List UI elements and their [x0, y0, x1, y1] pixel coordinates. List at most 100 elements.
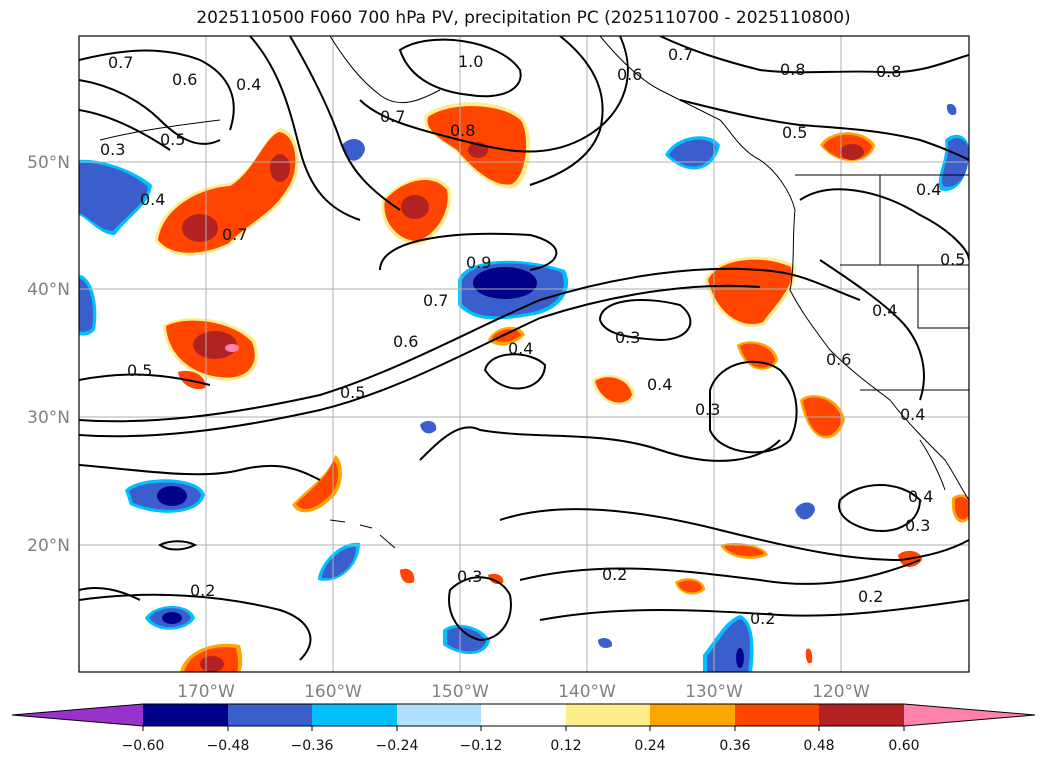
lon-label: 120°W	[812, 682, 870, 702]
contour-label: 0.6	[393, 332, 418, 351]
contour-label: 0.7	[108, 53, 133, 72]
lon-label: 150°W	[431, 682, 489, 702]
graticule	[79, 36, 969, 672]
contour-label: 0.9	[466, 253, 491, 272]
contour-label: 0.4	[872, 301, 897, 320]
precip-blob	[400, 568, 415, 584]
colorbar-tick-label: −0.48	[207, 738, 250, 754]
contour-label: 0.2	[858, 587, 883, 606]
colorbar-tick-label: −0.60	[122, 738, 165, 754]
contour-label: 0.8	[876, 62, 901, 81]
colorbar-ticks	[142, 726, 905, 731]
precip-blob	[488, 573, 504, 585]
lat-label: 40°N	[27, 280, 70, 300]
plot-frame	[78, 35, 970, 673]
colorbar-tick-label: −0.36	[291, 738, 334, 754]
lon-label: 160°W	[304, 682, 362, 702]
colorbar-segment	[143, 704, 228, 726]
precip-blob	[79, 159, 152, 235]
colorbar-segment	[735, 704, 819, 726]
contour-label: 0.4	[908, 487, 933, 506]
precip-blob	[795, 502, 815, 520]
contour-label: 1.0	[458, 52, 483, 71]
contour-label: 0.5	[940, 250, 965, 269]
colorbar-segment	[481, 704, 566, 726]
precip-blob	[292, 455, 342, 513]
precip-positive-areas	[155, 102, 969, 672]
contour-label: 0.3	[615, 328, 640, 347]
contour-label: 0.5	[782, 123, 807, 142]
colorbar-tick-label: 0.12	[550, 738, 581, 754]
contour-label: 0.7	[668, 45, 693, 64]
lon-label: 170°W	[177, 682, 235, 702]
contour-label: 0.3	[100, 140, 125, 159]
colorbar-extend-min	[12, 704, 143, 726]
contour-label: 0.8	[780, 60, 805, 79]
contour-label: 0.5	[127, 361, 152, 380]
lat-label: 20°N	[27, 536, 70, 556]
contour-labels: 0.7 0.6 0.4 0.5 0.3 0.4 0.7 0.5 1.0 0.7 …	[100, 45, 965, 628]
precip-blob	[443, 624, 490, 655]
precip-blob	[703, 615, 754, 672]
precip-blob	[318, 542, 360, 581]
contour-label: 0.8	[450, 121, 475, 140]
precip-blob	[665, 136, 720, 170]
contour-label: 0.5	[340, 383, 365, 402]
contour-label: 0.7	[423, 291, 448, 310]
contour-label: 0.2	[602, 565, 627, 584]
precip-blob	[458, 260, 569, 320]
colorbar-tick-label: −0.12	[460, 738, 503, 754]
contour-label: 0.7	[222, 225, 247, 244]
longitude-labels: 170°W 160°W 150°W 140°W 130°W 120°W	[177, 682, 870, 702]
contour-label: 0.3	[457, 567, 482, 586]
precip-blob	[720, 543, 768, 559]
precip-blob	[705, 256, 796, 327]
contour-label: 0.4	[236, 75, 261, 94]
precip-blob	[381, 177, 451, 245]
contour-label: 0.6	[826, 350, 851, 369]
lon-label: 140°W	[558, 682, 616, 702]
precip-blob	[675, 578, 705, 595]
precip-blob	[342, 138, 365, 161]
map-title: 2025110500 F060 700 hPa PV, precipitatio…	[196, 8, 851, 28]
precip-blob	[420, 420, 437, 434]
colorbar-segment	[397, 704, 481, 726]
lat-label: 30°N	[27, 408, 70, 428]
precip-blob	[488, 326, 525, 346]
precip-blob	[145, 606, 195, 630]
colorbar-segment	[650, 704, 735, 726]
precip-blob	[592, 375, 635, 405]
contour-label: 0.6	[172, 70, 197, 89]
contour-label: 0.2	[190, 581, 215, 600]
colorbar-segment	[819, 704, 904, 726]
contour-label: 0.7	[380, 107, 405, 126]
colorbar: −0.60 −0.48 −0.36 −0.24 −0.12 0.12 0.24 …	[11, 703, 1036, 754]
contour-label: 0.5	[160, 130, 185, 149]
contour-label: 0.3	[905, 516, 930, 535]
contour-label: 0.4	[140, 190, 165, 209]
precip-negative-areas	[79, 104, 969, 672]
lon-label: 130°W	[685, 682, 743, 702]
precip-blob	[951, 494, 969, 523]
colorbar-tick-label: −0.24	[376, 738, 419, 754]
colorbar-tick-label: 0.24	[634, 738, 665, 754]
contour-label: 0.4	[916, 180, 941, 199]
precip-blob	[125, 479, 205, 513]
precip-blob	[79, 275, 97, 336]
colorbar-tick-label: 0.48	[803, 738, 834, 754]
colorbar-tick-label: 0.60	[888, 738, 919, 754]
precip-blob	[805, 648, 813, 664]
contour-label: 0.6	[617, 65, 642, 84]
contour-label: 0.4	[508, 339, 533, 358]
pv-contours	[79, 36, 969, 661]
contour-label: 0.3	[695, 400, 720, 419]
colorbar-segment	[312, 704, 397, 726]
precip-blob	[598, 638, 613, 648]
precip-blob	[180, 643, 243, 672]
precip-blob	[820, 132, 875, 162]
colorbar-tick-label: 0.36	[719, 738, 750, 754]
contour-label: 0.2	[750, 609, 775, 628]
colorbar-extend-max	[904, 704, 1035, 726]
lat-label: 50°N	[27, 153, 70, 173]
